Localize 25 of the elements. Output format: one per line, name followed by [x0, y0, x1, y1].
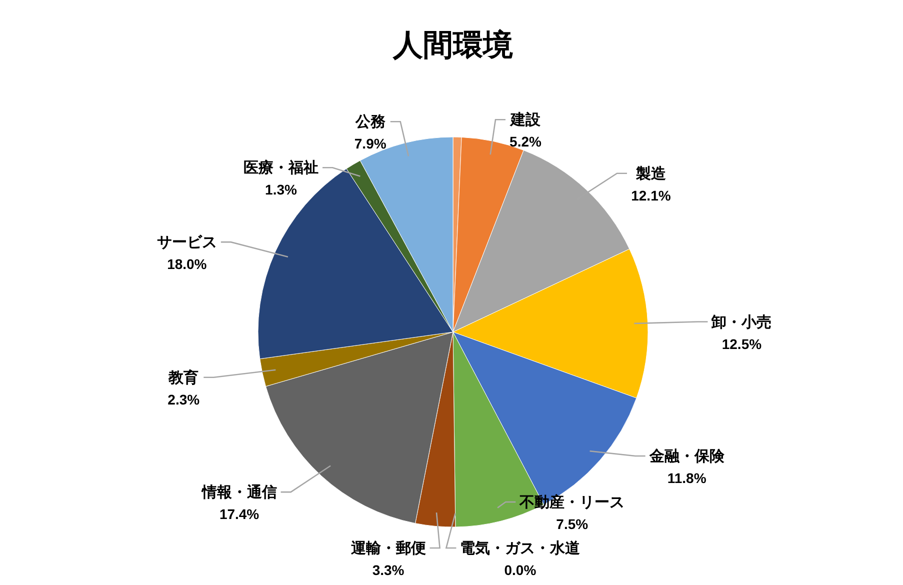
data-label: 7.9%: [354, 136, 387, 152]
slice-label: 運輸・郵便: [350, 540, 426, 557]
slice-label: 金融・保険: [648, 448, 726, 465]
data-label: 12.1%: [631, 187, 672, 204]
slice-label: 情報・通信: [200, 484, 277, 502]
slice-label: 教育: [168, 368, 199, 386]
slice-label: 医療・福祉: [244, 158, 319, 177]
data-label: 1.3%: [265, 182, 298, 198]
data-label: 3.3%: [372, 562, 405, 578]
slice-label: 不動産・リース: [518, 493, 625, 511]
data-label: 2.3%: [168, 391, 200, 408]
text: 0.0%: [504, 562, 536, 578]
data-label: 7.5%: [556, 516, 589, 532]
data-label: 12.5%: [722, 336, 762, 352]
slice-label: 公務: [354, 114, 386, 131]
chart-title: 人間環境: [392, 28, 513, 62]
data-label: 18.0%: [167, 256, 208, 272]
data-label: 5.2%: [510, 134, 542, 150]
data-label: 17.4%: [219, 506, 260, 522]
slice-label: 製造: [634, 165, 667, 182]
category-label: 電気・ガス・水道: [460, 540, 580, 557]
slice-label: サービス: [156, 234, 217, 252]
slice-label: 建設: [509, 112, 542, 129]
data-label: 11.8%: [667, 470, 707, 486]
slice-label: 卸・小売: [710, 314, 772, 331]
